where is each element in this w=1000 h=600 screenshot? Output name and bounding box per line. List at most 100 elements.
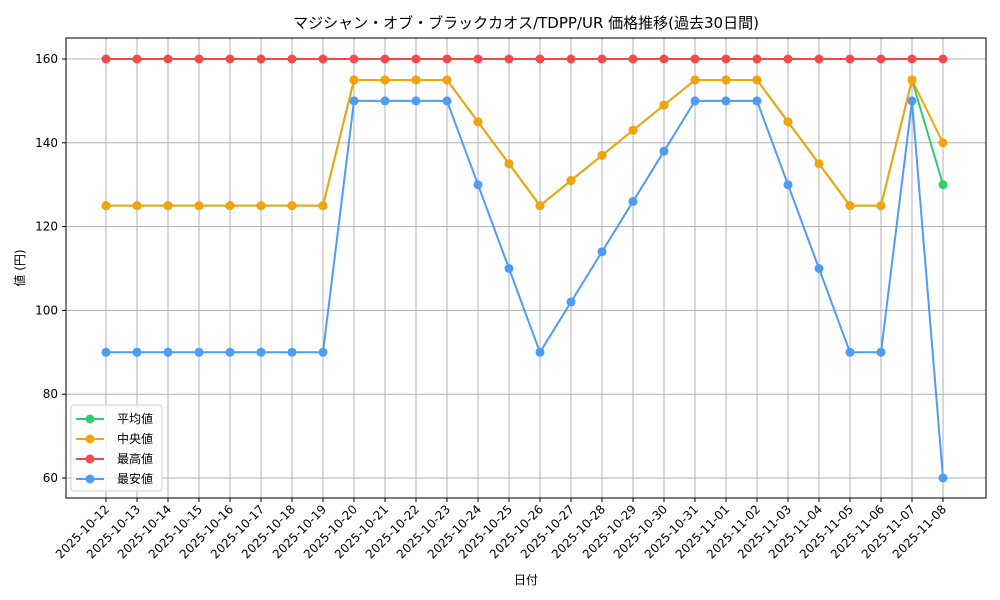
data-point [225,347,235,357]
data-point [101,347,111,357]
x-axis-label: 日付 [514,573,538,587]
data-point [287,54,297,64]
plot-frame [65,37,987,499]
data-point [504,264,514,273]
x-axis-ticks: 2025-10-122025-10-132025-10-142025-10-15… [53,498,949,561]
data-point [349,96,359,106]
legend-box [70,404,163,492]
data-point [287,201,297,211]
data-point [411,75,421,85]
data-point [535,201,545,211]
data-point [163,201,173,211]
series-layer [101,54,948,483]
series-2 [101,54,948,64]
series-1 [101,75,948,211]
data-point [349,75,359,85]
data-point [721,96,731,106]
data-point [442,54,452,64]
data-point [783,180,793,190]
data-point [659,54,669,64]
y-axis-ticks: 60 80 100 120 140 160 [35,52,66,485]
data-point [876,201,886,211]
data-point [752,96,762,106]
y-tick-label: 140 [35,136,58,150]
y-axis-label: 値 (円) [12,249,27,286]
data-point [566,176,576,186]
data-point [411,96,421,106]
data-point [380,96,390,106]
grid-lines [66,38,986,498]
legend-label: 最高値 [117,451,153,466]
data-point [380,54,390,64]
y-tick-label: 100 [35,303,58,317]
data-point [597,150,607,160]
data-point [597,247,607,257]
data-point [256,201,266,211]
data-point [194,347,204,357]
legend-label: 平均値 [117,411,153,426]
data-point [318,54,328,64]
chart-title: マジシャン・オブ・ブラックカオス/TDPP/UR 価格推移(過去30日間) [293,14,759,32]
data-point [783,117,793,127]
data-point [473,180,483,190]
data-point [597,54,607,64]
data-point [752,75,762,85]
data-point [101,201,111,211]
series-3 [101,96,948,483]
data-point [380,75,390,85]
data-point [132,54,142,64]
data-point [814,159,824,169]
data-point [907,75,917,85]
y-tick-label: 160 [35,52,58,66]
data-point [473,54,483,64]
data-point [721,75,731,85]
data-point [938,180,948,190]
data-point [318,201,328,211]
data-point [907,54,917,64]
data-point [256,347,266,357]
data-point [566,297,576,307]
data-point [659,146,669,156]
data-point [938,54,948,64]
data-point [876,347,886,357]
data-point [535,54,545,64]
data-point [690,54,700,64]
data-point [628,125,638,135]
data-point [349,54,359,64]
data-point [845,54,855,64]
data-point [101,54,111,64]
data-point [442,96,452,106]
data-point [287,347,297,357]
data-point [318,347,328,357]
data-point [411,54,421,64]
data-point [752,54,762,64]
data-point [628,54,638,64]
data-point [473,117,483,127]
data-point [938,138,948,148]
data-point [783,54,793,64]
legend-label: 中央値 [117,431,153,446]
data-point [194,54,204,64]
data-point [535,347,545,357]
data-point [845,201,855,211]
data-point [566,54,576,64]
data-point [907,96,917,106]
data-point [721,54,731,64]
data-point [132,201,142,211]
data-point [690,75,700,85]
legend-label: 最安値 [117,471,153,486]
data-point [163,347,173,357]
y-tick-label: 80 [43,387,58,401]
data-point [814,54,824,64]
data-point [845,347,855,357]
data-point [504,54,514,64]
data-point [504,159,514,169]
data-point [256,54,266,64]
data-point [659,100,669,110]
data-point [132,347,142,357]
data-point [876,54,886,64]
data-point [938,473,948,483]
y-tick-label: 120 [35,220,58,234]
